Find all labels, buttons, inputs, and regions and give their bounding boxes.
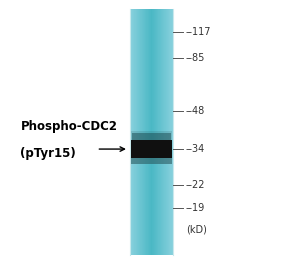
Text: --22: --22 [186, 180, 205, 190]
Bar [131, 131, 172, 164]
Bar [148, 8, 149, 256]
Bar [171, 8, 172, 256]
Bar [155, 8, 156, 256]
Bar [157, 8, 158, 256]
Bar [138, 8, 139, 256]
Bar [156, 8, 157, 256]
Bar [149, 8, 150, 256]
Text: (pTyr15): (pTyr15) [20, 147, 76, 159]
Bar [132, 8, 133, 256]
Bar [142, 8, 143, 256]
Bar [131, 8, 132, 256]
Bar [130, 8, 131, 256]
Bar [151, 8, 152, 256]
Bar [131, 140, 172, 158]
Bar [146, 8, 147, 256]
Text: --117: --117 [186, 27, 211, 37]
Bar [141, 8, 142, 256]
Bar [135, 8, 136, 256]
Bar [140, 8, 141, 256]
Bar [164, 8, 165, 256]
Text: Phospho-CDC2: Phospho-CDC2 [20, 120, 117, 133]
Bar [137, 8, 138, 256]
Text: --85: --85 [186, 54, 205, 63]
Text: --34: --34 [186, 144, 205, 154]
Bar [160, 8, 161, 256]
Bar [136, 8, 137, 256]
Bar [163, 8, 164, 256]
Bar [167, 8, 168, 256]
Text: --48: --48 [186, 106, 205, 116]
Bar [158, 8, 159, 256]
Bar [147, 8, 148, 256]
Bar [152, 8, 153, 256]
Text: (kD): (kD) [186, 224, 207, 234]
Bar [162, 8, 163, 256]
Bar [144, 8, 145, 256]
Bar [153, 8, 154, 256]
Bar [150, 8, 151, 256]
Bar [161, 8, 162, 256]
Bar [145, 8, 146, 256]
Bar [170, 8, 171, 256]
Bar [172, 8, 173, 256]
Bar [143, 8, 144, 256]
Text: --19: --19 [186, 203, 205, 213]
Bar [134, 8, 135, 256]
Bar [165, 8, 166, 256]
Bar [131, 145, 172, 164]
Bar [166, 8, 167, 256]
Bar [132, 133, 171, 144]
Bar [154, 8, 155, 256]
Bar [159, 8, 160, 256]
Bar [133, 8, 134, 256]
Bar [169, 8, 170, 256]
Bar [168, 8, 169, 256]
Bar [139, 8, 140, 256]
